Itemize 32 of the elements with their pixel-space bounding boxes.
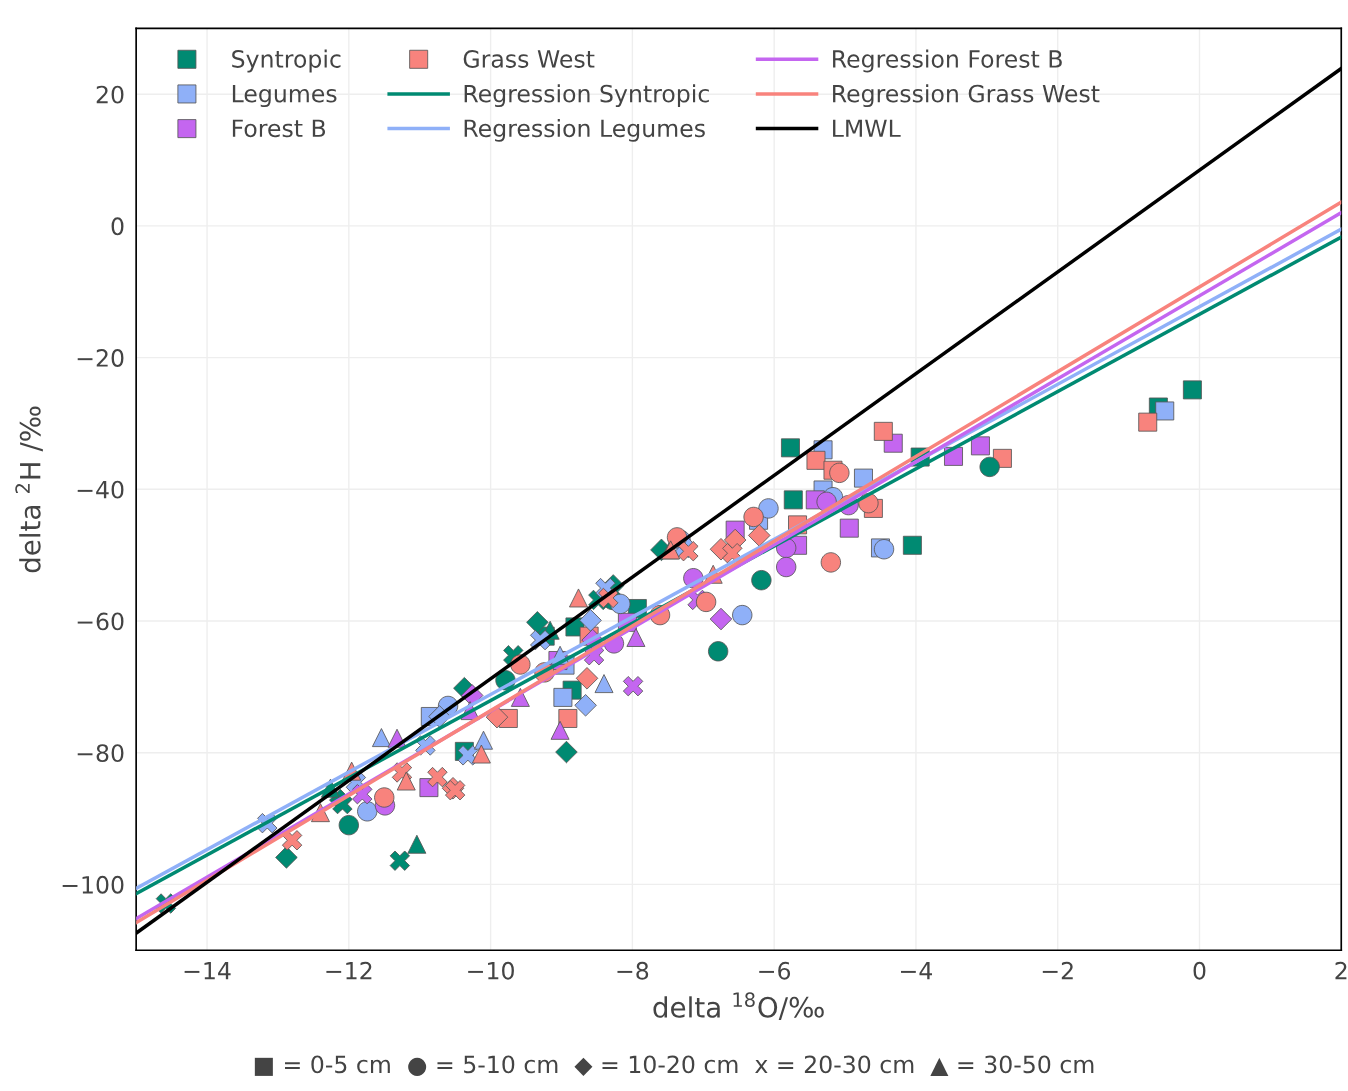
y-tick-label: −20 bbox=[77, 349, 124, 367]
x-tick-label: −14 bbox=[184, 962, 231, 980]
y-axis-title: delta $^{2}$H /‰ bbox=[15, 406, 43, 573]
legend-label: Grass West bbox=[463, 50, 595, 68]
x-tick-label: −10 bbox=[468, 961, 514, 980]
x-axis-title: delta $^{18}$O/‰ bbox=[653, 992, 824, 1020]
x-tick-label: −8 bbox=[617, 961, 649, 980]
x-tick-label: 0 bbox=[1193, 961, 1206, 980]
point bbox=[902, 535, 922, 555]
legend-label: LMWL bbox=[833, 119, 901, 137]
legend-label: Regression Grass West bbox=[833, 84, 1100, 108]
x-tick-label: 2 bbox=[1335, 961, 1347, 980]
text: ■ = 0-5 cm ● = 5-10 cm ◆ = 10-20 cm x = 20-30 cm ▲ = 30-50 cm bbox=[254, 1055, 1094, 1076]
legend-label: Regression Forest B bbox=[833, 49, 1062, 73]
legend-label: Regression Legumes bbox=[464, 118, 705, 142]
x-tick-label: −12 bbox=[326, 961, 372, 980]
legend-label: Regression Syntropic bbox=[464, 84, 709, 108]
y-tick-label: −80 bbox=[77, 744, 124, 763]
x-tick-label: −6 bbox=[759, 961, 791, 980]
y-tick-label: −100 bbox=[62, 875, 124, 894]
y-tick-label: −60 bbox=[77, 612, 124, 631]
y-tick-label: 0 bbox=[111, 217, 124, 236]
legend-label: Forest B bbox=[232, 119, 326, 138]
point bbox=[626, 628, 646, 647]
x-tick-label: −2 bbox=[1042, 961, 1073, 980]
y-tick-label: 20 bbox=[96, 85, 124, 104]
legend-label: Syntropic bbox=[232, 49, 341, 73]
point bbox=[553, 687, 573, 707]
point bbox=[873, 421, 893, 441]
y-tick-label: −40 bbox=[77, 480, 124, 499]
legend-label: Legumes bbox=[232, 85, 337, 108]
x-tick-label: −4 bbox=[901, 962, 932, 980]
